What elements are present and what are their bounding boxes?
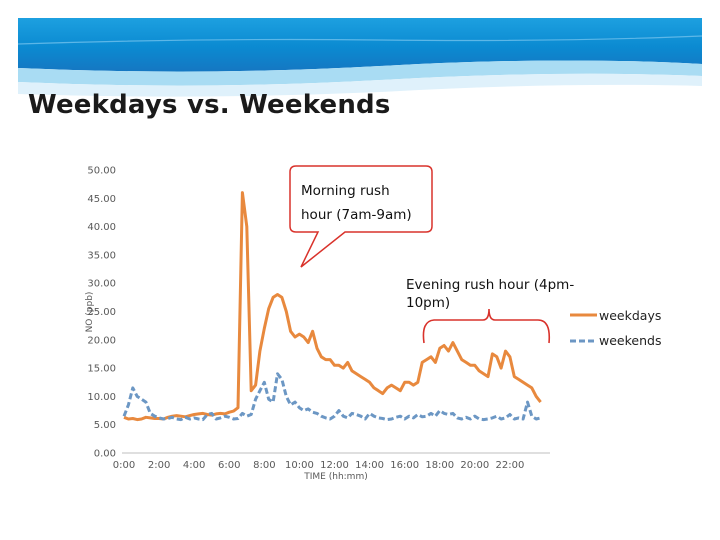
y-tick-label: 10.00 (87, 392, 116, 403)
header-banner (0, 0, 720, 130)
x-axis-ticks: 0:00 2:00 4:00 6:00 8:00 10:00 12:00 14:00 16:00… (113, 460, 525, 471)
x-tick-label: 2:00 (148, 460, 170, 471)
y-tick-label: 35.00 (87, 250, 116, 261)
x-tick-label: 12:00 (320, 460, 349, 471)
x-tick-label: 20:00 (460, 460, 489, 471)
x-axis-title: TIME (hh:mm) (303, 472, 367, 482)
y-tick-label: 5.00 (94, 420, 116, 431)
series-lines (122, 191, 542, 422)
legend-label-weekends: weekends (599, 333, 661, 348)
x-tick-label: 16:00 (390, 460, 419, 471)
x-tick-label: 0:00 (113, 460, 135, 471)
x-tick-label: 14:00 (355, 460, 384, 471)
x-tick-label: 10:00 (285, 460, 314, 471)
legend: weekdays weekends (570, 308, 661, 348)
morning-callout-text: Morning rush hour (7am-9am) (301, 183, 412, 223)
series-line-weekends (122, 372, 541, 422)
y-axis-ticks: 0.00 5.00 10.00 15.00 20.00 25.00 30.00 35.00 40… (87, 166, 116, 460)
y-tick-label: 45.00 (87, 194, 116, 205)
x-tick-label: 18:00 (425, 460, 454, 471)
series-line-weekdays (123, 191, 542, 422)
slide-title: Weekdays vs. Weekends (28, 90, 391, 120)
y-tick-label: 0.00 (94, 449, 116, 460)
legend-label-weekdays: weekdays (599, 308, 661, 323)
y-axis-title: NO (ppb) (85, 292, 95, 333)
x-tick-label: 6:00 (218, 460, 240, 471)
x-tick-label: 22:00 (496, 460, 525, 471)
y-tick-label: 50.00 (87, 166, 116, 177)
morning-callout-bubble (289, 165, 433, 268)
y-tick-label: 30.00 (87, 279, 116, 290)
y-tick-label: 25.00 (87, 307, 116, 318)
x-tick-label: 8:00 (253, 460, 275, 471)
y-tick-label: 15.00 (87, 364, 116, 375)
y-tick-label: 20.00 (87, 335, 116, 346)
y-tick-label: 40.00 (87, 222, 116, 233)
x-tick-label: 4:00 (183, 460, 205, 471)
evening-rush-label: Evening rush hour (4pm- 10pm) (406, 277, 579, 311)
evening-bracket (422, 308, 551, 344)
